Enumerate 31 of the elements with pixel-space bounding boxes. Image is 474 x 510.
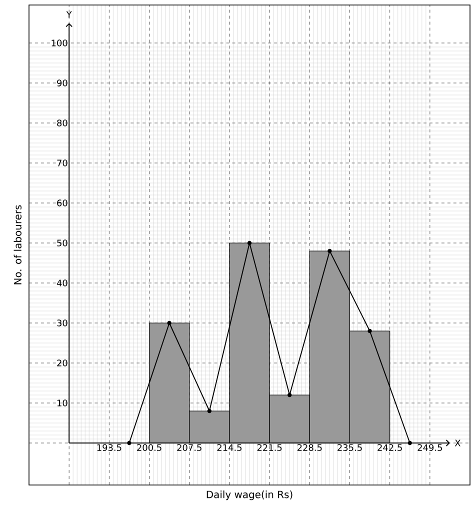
point — [288, 392, 292, 398]
x-tick-label: 221.5 — [257, 444, 282, 451]
y-tick-label: 80 — [57, 120, 68, 126]
point — [368, 328, 372, 334]
y-tick-label: 10 — [57, 400, 68, 406]
annotation: X — [454, 440, 460, 446]
y-axis-title: No. of labourers — [14, 205, 22, 284]
x-tick-label: 193.5 — [97, 444, 122, 451]
x-tick-label: 242.5 — [378, 444, 402, 451]
y-tick-label: 40 — [56, 280, 68, 286]
x-tick-label: 228.5 — [297, 444, 322, 451]
x-tick-label: 207.5 — [177, 444, 202, 451]
point — [127, 440, 132, 446]
annotation: Y — [66, 11, 72, 18]
point — [408, 440, 412, 446]
x-tick-label: 200.5 — [137, 444, 162, 451]
point — [328, 248, 332, 254]
x-tick-label: 249.5 — [418, 444, 442, 451]
y-tick-label: 90 — [57, 80, 68, 86]
x-tick-label: 214.5 — [217, 444, 242, 451]
y-tick-label: 100 — [52, 40, 68, 46]
y-tick-label: 30 — [57, 320, 68, 326]
point — [207, 408, 212, 414]
x-axis-title: Daily wage(in Rs) — [206, 490, 292, 500]
y-tick-label: 60 — [57, 200, 68, 206]
y-tick-label: 20 — [57, 360, 68, 366]
point — [247, 240, 252, 246]
x-tick-label: 235.5 — [338, 444, 362, 451]
y-tick-label: 70 — [57, 160, 68, 166]
point — [167, 320, 172, 326]
y-tick-label: 50 — [57, 240, 68, 246]
